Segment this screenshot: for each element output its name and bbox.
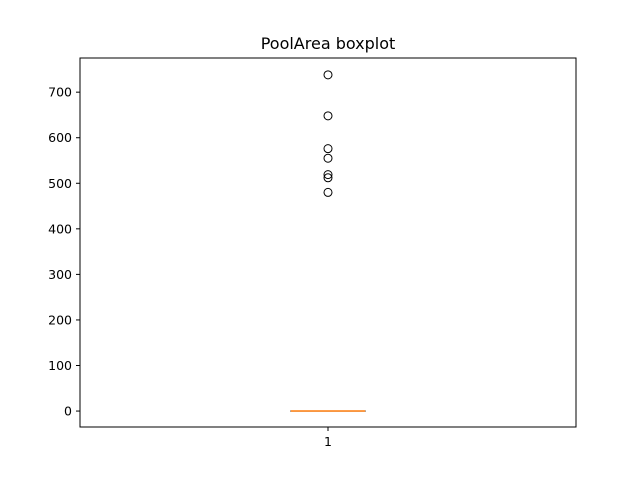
plot-area: 0 100 200 300 400 500 600 700 1: [48, 71, 365, 449]
y-tick-label: 100: [48, 358, 72, 373]
y-tick-label: 0: [64, 404, 72, 419]
x-tick-label: 1: [324, 434, 332, 449]
y-tick-label: 500: [48, 176, 72, 191]
outlier-point: [324, 188, 332, 196]
y-tick-label: 600: [48, 130, 72, 145]
chart-title: PoolArea boxplot: [261, 34, 396, 53]
axes-frame: [80, 58, 576, 427]
outlier-point: [324, 71, 332, 79]
y-tick-label: 300: [48, 267, 72, 282]
outlier-point: [324, 145, 332, 153]
outlier-point: [324, 154, 332, 162]
y-tick-label: 200: [48, 312, 72, 327]
y-tick-label: 700: [48, 85, 72, 100]
outlier-point: [324, 112, 332, 120]
y-tick-label: 400: [48, 221, 72, 236]
